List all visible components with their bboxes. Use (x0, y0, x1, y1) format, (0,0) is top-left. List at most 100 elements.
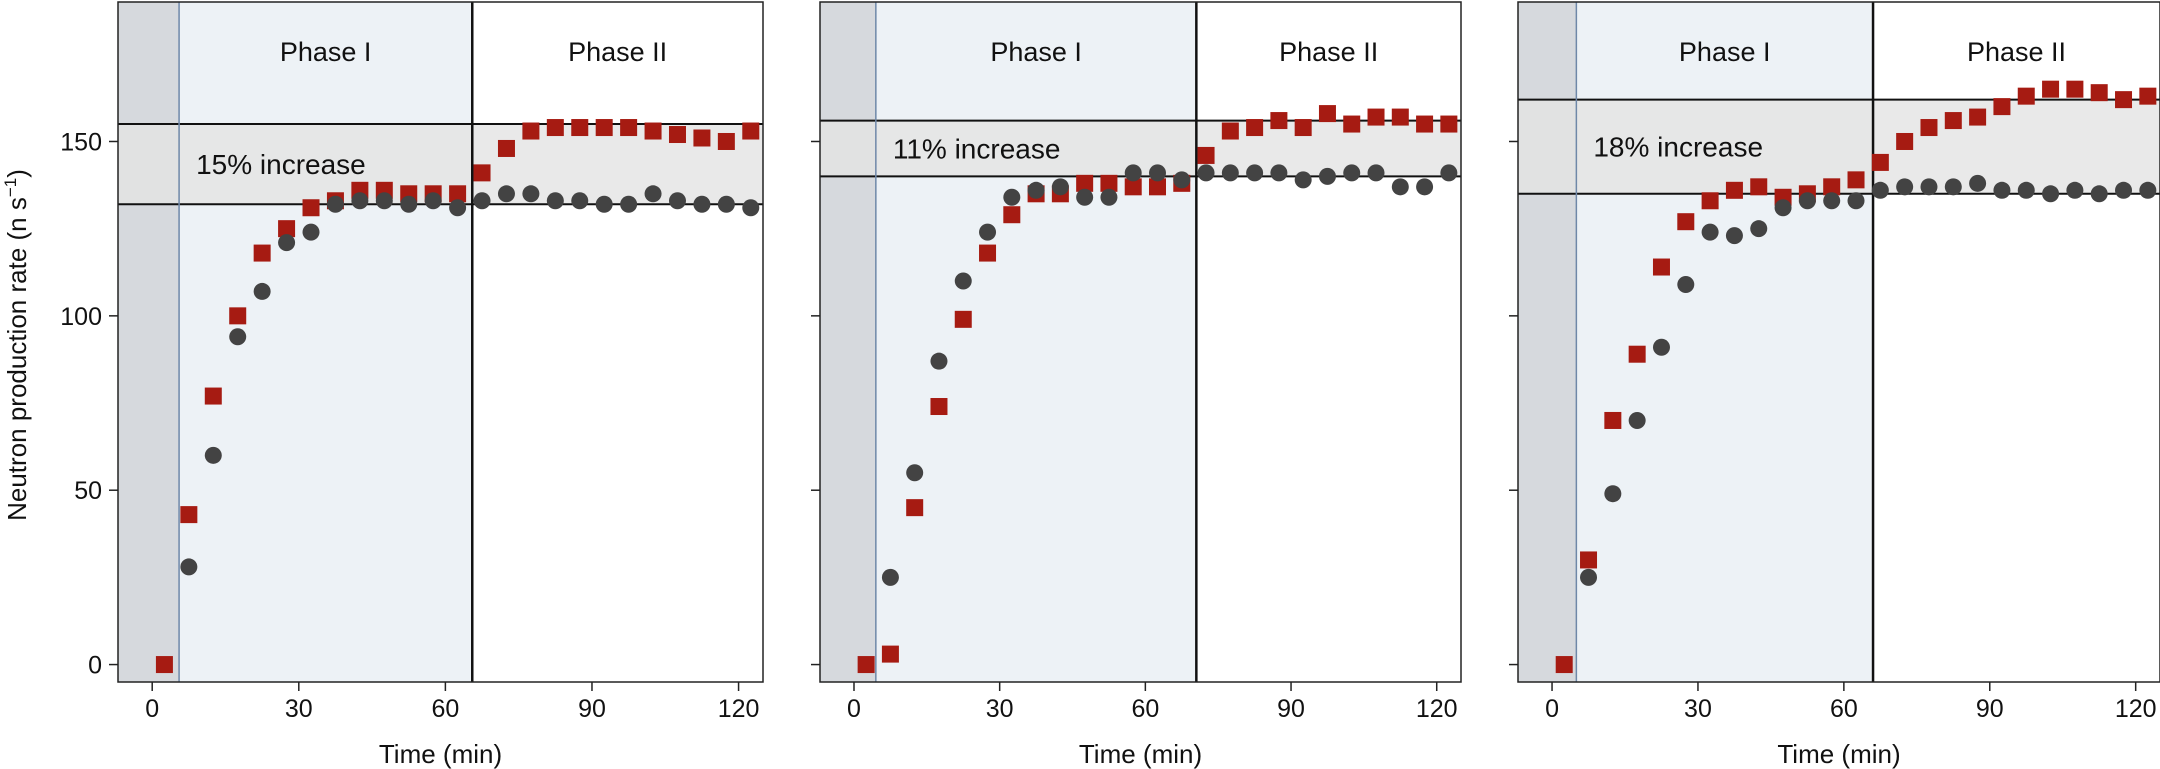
phase-1-shade (179, 2, 473, 682)
data-point-square (1750, 178, 1768, 196)
data-point-circle (620, 195, 638, 213)
pre-start-shade (820, 2, 876, 682)
data-point-square (1604, 411, 1622, 429)
data-point-square (2090, 84, 2108, 102)
data-point-square (717, 132, 735, 150)
data-point-circle (1051, 178, 1069, 196)
data-point-circle (522, 185, 540, 203)
data-point-square (1847, 171, 1865, 189)
x-axis-title: Time (min) (1777, 739, 1900, 769)
data-point-circle (693, 195, 711, 213)
data-point-square (668, 126, 686, 144)
data-point-square (1391, 108, 1409, 126)
data-point-circle (1148, 164, 1166, 182)
data-point-circle (1416, 178, 1434, 196)
data-point-square (1725, 181, 1743, 199)
data-point-circle (1270, 164, 1288, 182)
data-point-square (1677, 213, 1695, 231)
data-point-square (302, 199, 320, 217)
data-point-circle (1774, 199, 1792, 217)
plot-frame (117, 1, 764, 683)
data-point-square (1270, 112, 1288, 130)
x-tick-label: 30 (1684, 695, 1712, 723)
data-point-square (1221, 122, 1239, 140)
data-point-circle (979, 223, 997, 241)
data-point-circle (954, 272, 972, 290)
data-point-circle (1604, 485, 1622, 503)
data-point-circle (1798, 192, 1816, 210)
data-point-circle (668, 192, 686, 210)
x-tick-label: 0 (847, 695, 861, 723)
data-point-circle (1003, 188, 1021, 206)
data-point-circle (1580, 568, 1598, 586)
data-point-circle (1173, 171, 1191, 189)
x-axis-title: Time (min) (379, 739, 502, 769)
data-point-circle (571, 192, 589, 210)
data-point-square (1076, 174, 1094, 192)
data-point-circle (1076, 188, 1094, 206)
phase-1-label: Phase I (990, 37, 1082, 67)
y-tick-label: 50 (74, 477, 102, 505)
x-tick-label: 120 (2115, 695, 2157, 723)
data-point-square (1416, 115, 1434, 133)
y-axis-title-superscript: −1 (1, 178, 20, 197)
data-point-square (1367, 108, 1385, 126)
data-point-circle (906, 464, 924, 482)
data-point-square (1318, 105, 1336, 123)
data-point-circle (1725, 227, 1743, 245)
x-tick-label: 90 (578, 695, 606, 723)
data-point-square (906, 499, 924, 517)
data-point-circle (1318, 167, 1336, 185)
data-point-circle (1701, 223, 1719, 241)
data-point-circle (1896, 178, 1914, 196)
data-point-circle (1969, 174, 1987, 192)
data-point-circle (1628, 411, 1646, 429)
x-tick-label: 60 (431, 695, 459, 723)
x-tick-label: 0 (145, 695, 159, 723)
data-point-circle (1343, 164, 1361, 182)
data-point-square (1003, 206, 1021, 224)
data-point-circle (375, 192, 393, 210)
data-point-square (571, 119, 589, 137)
data-point-square (644, 122, 662, 140)
data-point-circle (424, 192, 442, 210)
data-point-circle (1246, 164, 1264, 182)
data-point-square (449, 185, 467, 203)
data-point-circle (1100, 188, 1118, 206)
data-point-square (620, 119, 638, 137)
data-point-circle (2090, 185, 2108, 203)
data-point-square (1555, 656, 1573, 674)
data-point-circle (742, 199, 760, 217)
data-point-square (497, 139, 515, 157)
data-point-circle (497, 185, 515, 203)
chart-panel-3: Phase I Phase II 18% increase 0 30 60 90 120 Tim… (1509, 1, 2160, 769)
data-point-circle (1367, 164, 1385, 182)
data-point-square (2042, 80, 2060, 98)
data-point-circle (2139, 181, 2157, 199)
data-point-circle (1440, 164, 1458, 182)
data-point-square (229, 307, 247, 325)
data-point-circle (1920, 178, 1938, 196)
data-point-square (881, 645, 899, 663)
x-tick-label: 0 (1545, 695, 1559, 723)
increase-label: 11% increase (893, 133, 1061, 164)
data-point-square (278, 220, 296, 238)
data-point-circle (1391, 178, 1409, 196)
panels-group: Phase I Phase II 15% increase 0 50 100 150 0 30 6… (60, 1, 2160, 769)
data-point-square (1652, 258, 1670, 276)
data-point-square (1896, 132, 1914, 150)
data-point-square (2066, 80, 2084, 98)
data-point-square (1100, 174, 1118, 192)
data-point-square (1969, 108, 1987, 126)
data-point-circle (1750, 220, 1768, 238)
data-point-circle (2042, 185, 2060, 203)
data-point-circle (1823, 192, 1841, 210)
data-point-square (1440, 115, 1458, 133)
y-tick-label: 0 (88, 652, 102, 680)
x-tick-label: 60 (1131, 695, 1159, 723)
data-point-square (2017, 87, 2035, 105)
y-axis-title-main: Neutron production rate (n s (2, 197, 32, 521)
data-point-circle (1944, 178, 1962, 196)
data-point-circle (180, 558, 198, 576)
data-point-square (473, 164, 491, 182)
